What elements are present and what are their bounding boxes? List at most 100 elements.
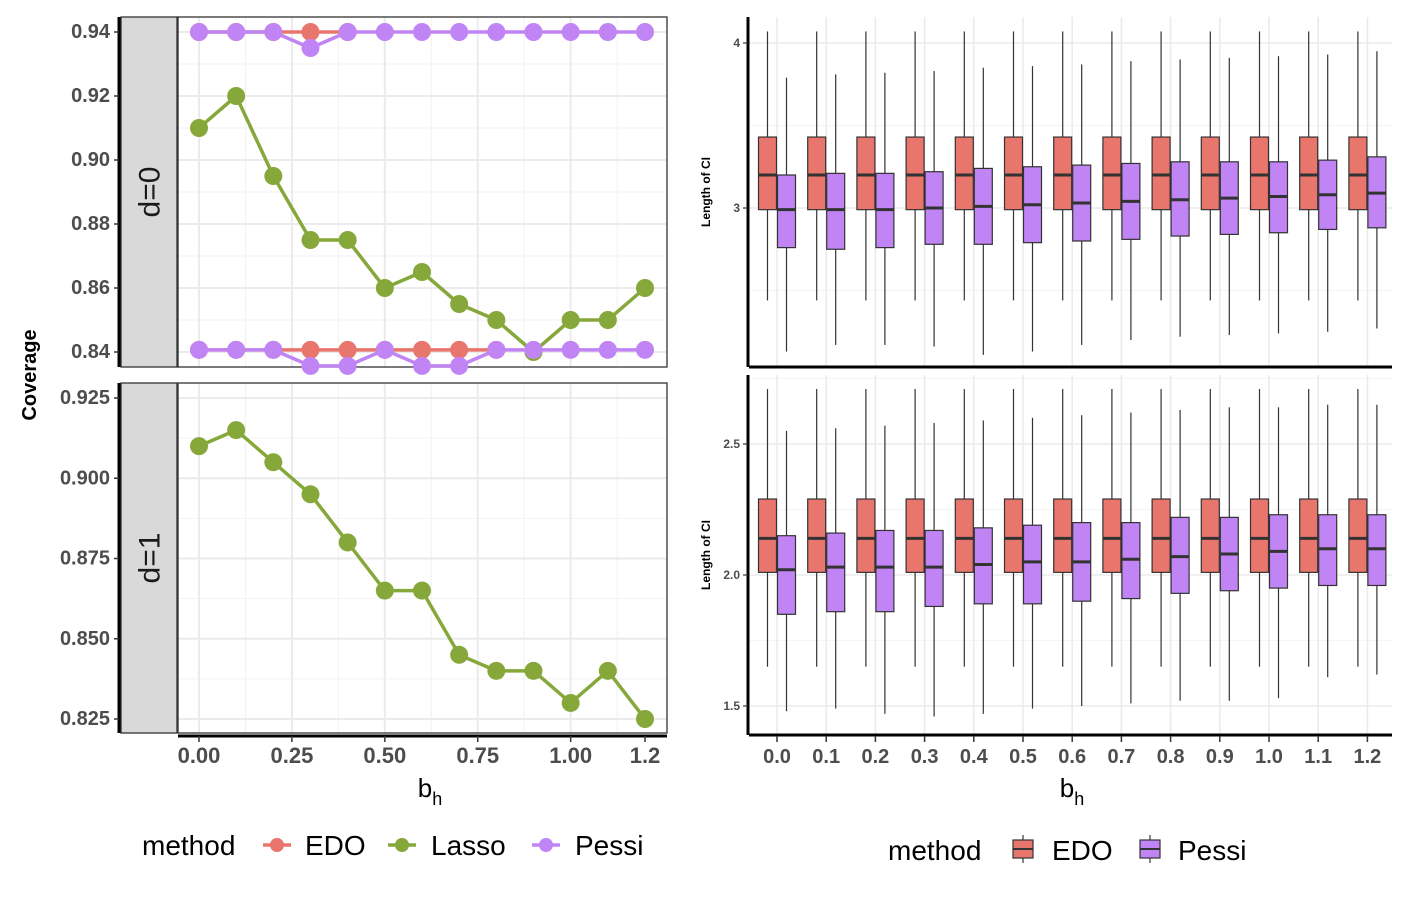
- point-pessi: [375, 340, 394, 359]
- box-edo: [954, 136, 974, 211]
- box-edo: [1053, 136, 1073, 211]
- x-tick-label: 0.3: [911, 746, 939, 768]
- box-edo: [954, 498, 974, 573]
- box-edo: [1299, 136, 1319, 211]
- point-lasso: [301, 231, 320, 249]
- point-edo: [301, 23, 320, 41]
- point-pessi: [338, 23, 357, 41]
- box-edo: [1151, 136, 1171, 211]
- facet-d1: d=1 0.825 0.850 0.875 0.900 0.925: [60, 340, 668, 734]
- legend-item-edo: EDO: [1052, 835, 1113, 866]
- y-tick-label: 0.84: [71, 341, 111, 363]
- ci-x-axis: 0.0 0.1 0.2 0.3 0.4 0.5 0.6 0.7 0.8 0.9 1.0 1.1 1.2: [763, 736, 1381, 768]
- box-edo: [856, 498, 876, 573]
- box-edo: [1003, 498, 1024, 573]
- y-tick-label: 0.925: [60, 387, 110, 409]
- coverage-x-label-main: b: [418, 773, 432, 803]
- box-edo: [807, 498, 827, 573]
- point-pessi: [375, 23, 394, 41]
- point-lasso: [598, 311, 617, 329]
- point-lasso: [227, 87, 246, 105]
- x-tick-label: 0.25: [271, 743, 314, 768]
- ci-panel-bottom: 1.5 2.0 2.5 Length of CI: [699, 375, 1392, 737]
- y-tick-label: 4: [733, 36, 740, 50]
- box-edo: [1299, 498, 1319, 573]
- point-pessi: [598, 340, 617, 359]
- point-lasso: [375, 581, 394, 600]
- coverage-legend: method EDO Lasso Pessi: [142, 830, 643, 861]
- y-tick-label: 0.88: [71, 213, 110, 235]
- y-tick-label: 2.0: [723, 568, 740, 582]
- point-pessi: [487, 23, 506, 41]
- box-edo: [757, 498, 778, 573]
- point-pessi: [636, 23, 654, 41]
- point-pessi: [227, 340, 246, 359]
- y-tick-label: 0.825: [60, 708, 110, 730]
- box-edo: [905, 136, 925, 211]
- point-pessi: [636, 340, 654, 359]
- box-edo: [1053, 498, 1073, 573]
- facet-strip: [120, 16, 178, 368]
- legend-key-dot: [270, 838, 284, 852]
- point-pessi: [413, 23, 431, 41]
- point-lasso: [450, 645, 469, 664]
- coverage-x-label-sub: h: [432, 789, 442, 809]
- x-tick-label: 0.75: [456, 743, 499, 768]
- point-pessi: [190, 23, 208, 41]
- box-pessi: [1022, 524, 1043, 605]
- point-pessi: [561, 340, 580, 359]
- box-edo: [905, 498, 925, 573]
- legend-title: method: [888, 835, 981, 866]
- facet-d0: d=0 0.84 0.86 0.88 0.90 0.92 0.94: [71, 16, 668, 368]
- box-edo: [1102, 498, 1122, 573]
- point-edo: [413, 340, 431, 359]
- point-lasso: [375, 279, 394, 297]
- y-tick-label: 0.850: [60, 628, 110, 650]
- box-pessi: [826, 172, 846, 250]
- point-edo: [301, 340, 320, 359]
- box-pessi: [776, 174, 797, 249]
- point-pessi: [190, 340, 208, 359]
- point-lasso: [413, 263, 431, 281]
- y-tick-label: 0.900: [60, 467, 110, 489]
- point-pessi: [301, 356, 320, 375]
- box-edo: [1249, 498, 1270, 573]
- box-edo: [1200, 136, 1220, 211]
- legend-key-dot: [395, 838, 409, 852]
- ci-length-chart: 3 4 Length of CI 1.5 2.0 2.5 Length of CI 0.0…: [699, 17, 1392, 866]
- point-lasso: [264, 167, 283, 185]
- x-tick-label: 0.7: [1107, 746, 1135, 768]
- point-lasso: [450, 295, 469, 313]
- legend-item-pessi: Pessi: [575, 830, 643, 861]
- legend-item-edo: EDO: [305, 830, 366, 861]
- box-pessi: [826, 532, 846, 613]
- x-tick-label: 0.0: [763, 746, 791, 768]
- point-pessi: [450, 23, 469, 41]
- y-tick-label: 0.90: [71, 149, 110, 171]
- point-pessi: [227, 23, 246, 41]
- y-tick-label: 1.5: [723, 699, 740, 713]
- y-axis-label: Length of CI: [699, 520, 713, 590]
- coverage-x-axis: 0.00 0.25 0.50 0.75 1.00 1.2: [178, 734, 667, 768]
- point-lasso: [227, 421, 246, 440]
- ci-x-label-sub: h: [1074, 789, 1084, 809]
- x-tick-label: 1.0: [1255, 746, 1283, 768]
- point-edo: [338, 340, 357, 359]
- point-pessi: [301, 39, 320, 57]
- x-tick-label: 0.1: [812, 746, 840, 768]
- y-axis-label: Length of CI: [699, 157, 713, 227]
- legend-title: method: [142, 830, 235, 861]
- facet-strip: [120, 382, 178, 734]
- point-pessi: [338, 356, 357, 375]
- box-edo: [1348, 136, 1368, 211]
- point-lasso: [561, 311, 580, 329]
- point-lasso: [338, 231, 357, 249]
- point-pessi: [264, 340, 283, 359]
- coverage-x-label: bh: [418, 773, 442, 809]
- point-lasso: [487, 661, 506, 680]
- box-edo: [1151, 498, 1171, 573]
- point-lasso: [598, 661, 617, 680]
- box-edo: [856, 136, 876, 211]
- point-pessi: [524, 340, 543, 359]
